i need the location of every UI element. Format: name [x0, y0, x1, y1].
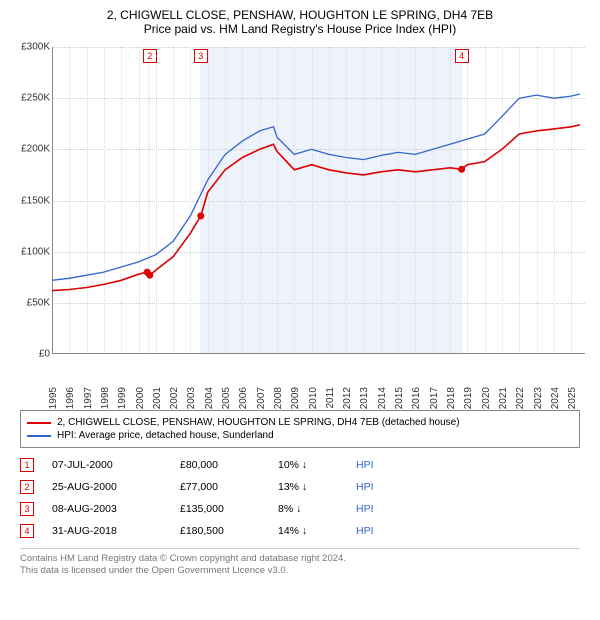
footer-line2: This data is licensed under the Open Gov…: [20, 565, 580, 577]
sale-price: £77,000: [180, 481, 260, 493]
sale-idx-box: 3: [20, 502, 34, 516]
line-layer: [10, 42, 590, 402]
sale-date: 08-AUG-2003: [52, 503, 162, 515]
legend-row: HPI: Average price, detached house, Sund…: [27, 430, 573, 441]
footer-line1: Contains HM Land Registry data © Crown c…: [20, 553, 580, 565]
sale-row: 2 25-AUG-2000 £77,000 13% ↓ HPI: [20, 476, 580, 498]
series-property: [52, 125, 580, 291]
sale-row: 3 08-AUG-2003 £135,000 8% ↓ HPI: [20, 498, 580, 520]
sale-pct: 13% ↓: [278, 481, 338, 493]
legend-box: 2, CHIGWELL CLOSE, PENSHAW, HOUGHTON LE …: [20, 410, 580, 448]
legend-label: 2, CHIGWELL CLOSE, PENSHAW, HOUGHTON LE …: [57, 417, 460, 428]
marker-box-3: 3: [194, 49, 208, 63]
sale-date: 31-AUG-2018: [52, 525, 162, 537]
legend-swatch: [27, 422, 51, 424]
sale-price: £135,000: [180, 503, 260, 515]
title-subtitle: Price paid vs. HM Land Registry's House …: [10, 22, 590, 36]
sale-row: 1 07-JUL-2000 £80,000 10% ↓ HPI: [20, 454, 580, 476]
legend-label: HPI: Average price, detached house, Sund…: [57, 430, 274, 441]
legend-row: 2, CHIGWELL CLOSE, PENSHAW, HOUGHTON LE …: [27, 417, 573, 428]
sale-idx-box: 1: [20, 458, 34, 472]
chart-container: 2, CHIGWELL CLOSE, PENSHAW, HOUGHTON LE …: [0, 0, 600, 586]
sales-table: 1 07-JUL-2000 £80,000 10% ↓ HPI 2 25-AUG-2000 £…: [20, 454, 580, 542]
title-block: 2, CHIGWELL CLOSE, PENSHAW, HOUGHTON LE …: [10, 8, 590, 36]
marker-box-2: 2: [143, 49, 157, 63]
sale-hpi-link[interactable]: HPI: [356, 459, 374, 471]
sale-row: 4 31-AUG-2018 £180,500 14% ↓ HPI: [20, 520, 580, 542]
marker-box-4: 4: [455, 49, 469, 63]
sale-hpi-link[interactable]: HPI: [356, 525, 374, 537]
sale-dot-2: [146, 272, 153, 279]
sale-hpi-link[interactable]: HPI: [356, 481, 374, 493]
title-address: 2, CHIGWELL CLOSE, PENSHAW, HOUGHTON LE …: [10, 8, 590, 22]
series-hpi: [52, 94, 580, 280]
sale-pct: 8% ↓: [278, 503, 338, 515]
sale-idx-box: 4: [20, 524, 34, 538]
sale-date: 25-AUG-2000: [52, 481, 162, 493]
sale-idx-box: 2: [20, 480, 34, 494]
footer-attribution: Contains HM Land Registry data © Crown c…: [20, 548, 580, 578]
legend-swatch: [27, 435, 51, 437]
sale-pct: 10% ↓: [278, 459, 338, 471]
chart-area: £0£50K£100K£150K£200K£250K£300K199519961…: [10, 42, 590, 402]
sale-price: £180,500: [180, 525, 260, 537]
sale-pct: 14% ↓: [278, 525, 338, 537]
sale-dot-4: [458, 166, 465, 173]
sale-hpi-link[interactable]: HPI: [356, 503, 374, 515]
sale-dot-3: [197, 212, 204, 219]
sale-date: 07-JUL-2000: [52, 459, 162, 471]
sale-price: £80,000: [180, 459, 260, 471]
